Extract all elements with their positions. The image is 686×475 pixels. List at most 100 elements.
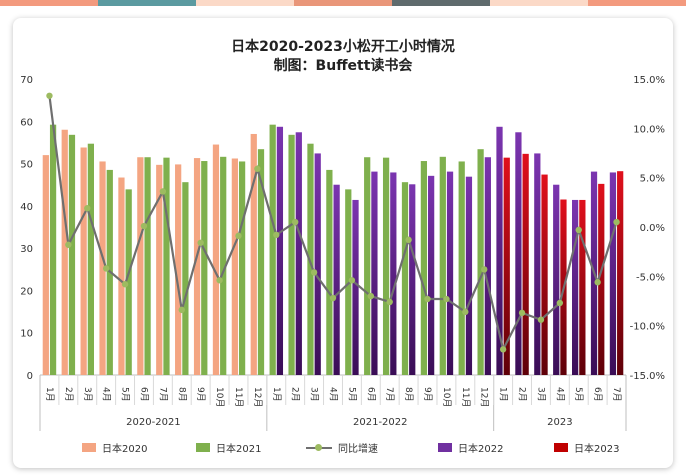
x-month-label: 4月	[554, 387, 565, 402]
bar-2022	[496, 126, 503, 375]
yoy-growth-point	[254, 165, 261, 172]
bar-2021	[49, 124, 57, 375]
legend-swatch	[438, 443, 452, 452]
x-month-label: 1月	[498, 387, 509, 402]
bar-2021	[420, 161, 428, 375]
bar-2023	[598, 183, 605, 375]
bar-2020	[231, 158, 238, 375]
bar-2020	[42, 155, 49, 375]
x-month-label: 9月	[422, 387, 433, 402]
bar-2021	[87, 143, 94, 375]
bar-2021	[401, 182, 409, 375]
bar-2020	[175, 164, 182, 375]
bar-2023	[503, 157, 510, 375]
bar-2022	[352, 199, 359, 375]
x-month-label: 8月	[403, 387, 414, 402]
y-right-tick-label: -5.0%	[636, 272, 665, 283]
bar-2021	[201, 161, 208, 375]
x-month-label: 5月	[573, 387, 584, 402]
x-month-label: 7月	[384, 387, 395, 402]
y-right-tick-label: 0.0%	[640, 223, 665, 234]
bar-2020	[99, 161, 106, 375]
top-bar-segment	[0, 0, 98, 6]
bar-2021	[144, 157, 151, 375]
bar-2020	[193, 158, 201, 375]
bar-2021	[182, 182, 189, 375]
x-month-label: 10月	[214, 387, 225, 407]
bar-2022	[572, 199, 579, 375]
x-month-label: 10月	[441, 387, 452, 407]
yoy-growth-point	[121, 281, 129, 288]
y-left-tick-label: 60	[20, 117, 33, 128]
bar-2021	[364, 157, 371, 375]
bar-2022	[484, 157, 491, 375]
chart-subtitle: 制图：Buffett读书会	[273, 58, 413, 74]
legend-swatch	[82, 443, 96, 452]
y-left-tick-label: 20	[20, 286, 33, 297]
chart-legend: 日本2020 日本2021 同比增速 日本2022 日本2023	[70, 440, 660, 456]
bar-2022	[465, 176, 473, 375]
x-month-label: 3月	[82, 387, 93, 402]
x-group-label: 2023	[547, 417, 572, 428]
x-month-label: 1月	[271, 387, 282, 402]
bar-2020	[212, 144, 220, 375]
bar-2022	[609, 172, 617, 375]
y-right-tick-label: 5.0%	[640, 174, 665, 185]
x-month-label: 4月	[328, 387, 339, 402]
yoy-growth-point	[405, 236, 412, 244]
yoy-growth-point	[216, 277, 223, 284]
bar-2022	[295, 132, 302, 375]
bar-2022	[428, 175, 435, 375]
yoy-growth-point	[575, 226, 582, 234]
yoy-growth-point	[46, 92, 53, 99]
bar-2022	[314, 153, 321, 375]
x-group-label: 2021-2022	[353, 417, 408, 428]
bar-2020	[80, 147, 87, 375]
bar-2023	[522, 153, 529, 375]
x-month-label: 6月	[592, 387, 603, 402]
bar-2021	[382, 157, 390, 375]
x-month-label: 7月	[157, 387, 168, 402]
top-bar-segment	[588, 0, 686, 6]
x-month-label: 2月	[63, 387, 74, 402]
y-left-tick-label: 10	[20, 329, 33, 340]
yoy-growth-point	[65, 241, 72, 248]
x-month-label: 2月	[517, 387, 528, 402]
bar-2021	[220, 156, 227, 375]
legend-label: 日本2020	[102, 444, 148, 455]
bar-2023	[579, 199, 586, 375]
y-left-tick-label: 40	[20, 202, 33, 213]
legend-label: 同比增速	[338, 444, 378, 455]
x-month-label: 4月	[101, 387, 112, 402]
bar-2020	[61, 129, 68, 375]
x-month-label: 11月	[460, 387, 471, 407]
yoy-growth-point	[178, 306, 185, 314]
y-left-tick-label: 50	[20, 160, 33, 171]
bar-2020	[156, 164, 163, 375]
bar-2021	[68, 134, 76, 375]
top-bar-segment	[490, 0, 588, 6]
bar-2022	[276, 126, 284, 375]
top-bar-segment	[98, 0, 196, 6]
legend-label: 日本2021	[216, 444, 262, 455]
bar-2021	[257, 149, 265, 375]
legend-item: 日本2021	[196, 440, 261, 455]
bar-2021	[307, 143, 314, 375]
x-month-label: 12月	[252, 387, 263, 407]
bar-2022	[409, 184, 416, 375]
x-month-label: 8月	[176, 387, 187, 402]
yoy-growth-point	[462, 308, 469, 316]
yoy-growth-point	[499, 346, 507, 353]
yoy-growth-point	[197, 239, 204, 246]
bar-2022	[515, 132, 522, 375]
yoy-growth-point	[159, 188, 167, 195]
legend-item: 同比增速	[306, 440, 378, 455]
bar-2021	[326, 169, 333, 375]
legend-label: 日本2023	[574, 444, 620, 455]
top-bar-segment	[294, 0, 392, 6]
x-month-label: 5月	[346, 387, 357, 402]
bar-2022	[553, 184, 560, 375]
legend-swatch	[554, 443, 568, 452]
